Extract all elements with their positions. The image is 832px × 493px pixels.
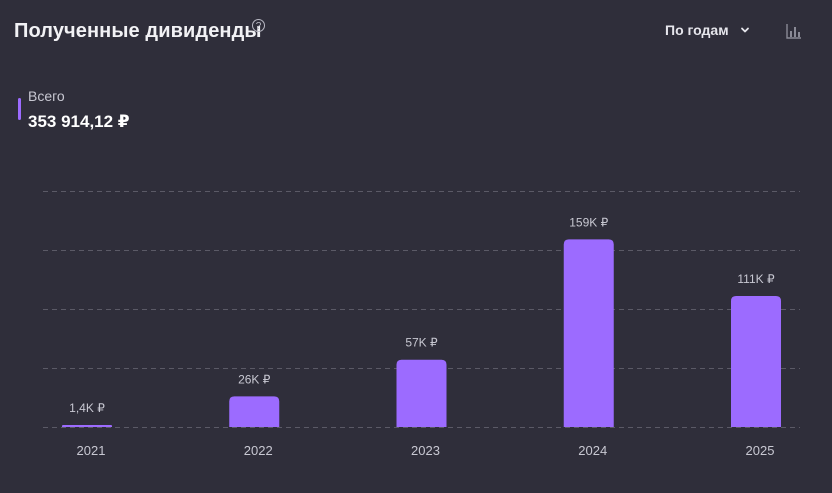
x-tick-label: 2024: [578, 443, 607, 458]
x-tick-label: 2025: [746, 443, 775, 458]
bar-2023: [396, 359, 447, 427]
bar-value-label: 1,4K ₽: [69, 401, 105, 415]
period-select[interactable]: По годам: [665, 22, 750, 38]
x-tick-label: 2021: [77, 443, 106, 458]
bar-value-label: 26K ₽: [238, 372, 271, 386]
bar-value-label: 159K ₽: [569, 215, 608, 229]
bar-2024: [563, 239, 614, 427]
period-select-label: По годам: [665, 22, 729, 38]
total-marker: [18, 98, 21, 120]
total-label: Всего: [28, 88, 65, 104]
chart-header: Полученные дивиденды ? По годам: [14, 18, 808, 48]
bar-chart-icon[interactable]: [785, 22, 803, 40]
x-tick-label: 2023: [411, 443, 440, 458]
bar-value-label: 57K ₽: [405, 336, 438, 350]
bar-2022: [229, 396, 280, 427]
page-title: Полученные дивиденды: [14, 20, 262, 42]
x-tick-label: 2022: [244, 443, 273, 458]
bar-value-label: 111K ₽: [737, 272, 775, 286]
chevron-down-icon: [740, 27, 749, 33]
total-value: 353 914,12 ₽: [28, 112, 130, 131]
bar-2025: [731, 296, 781, 427]
bar-2021: [62, 425, 112, 427]
question-circle-icon[interactable]: ?: [252, 19, 265, 32]
